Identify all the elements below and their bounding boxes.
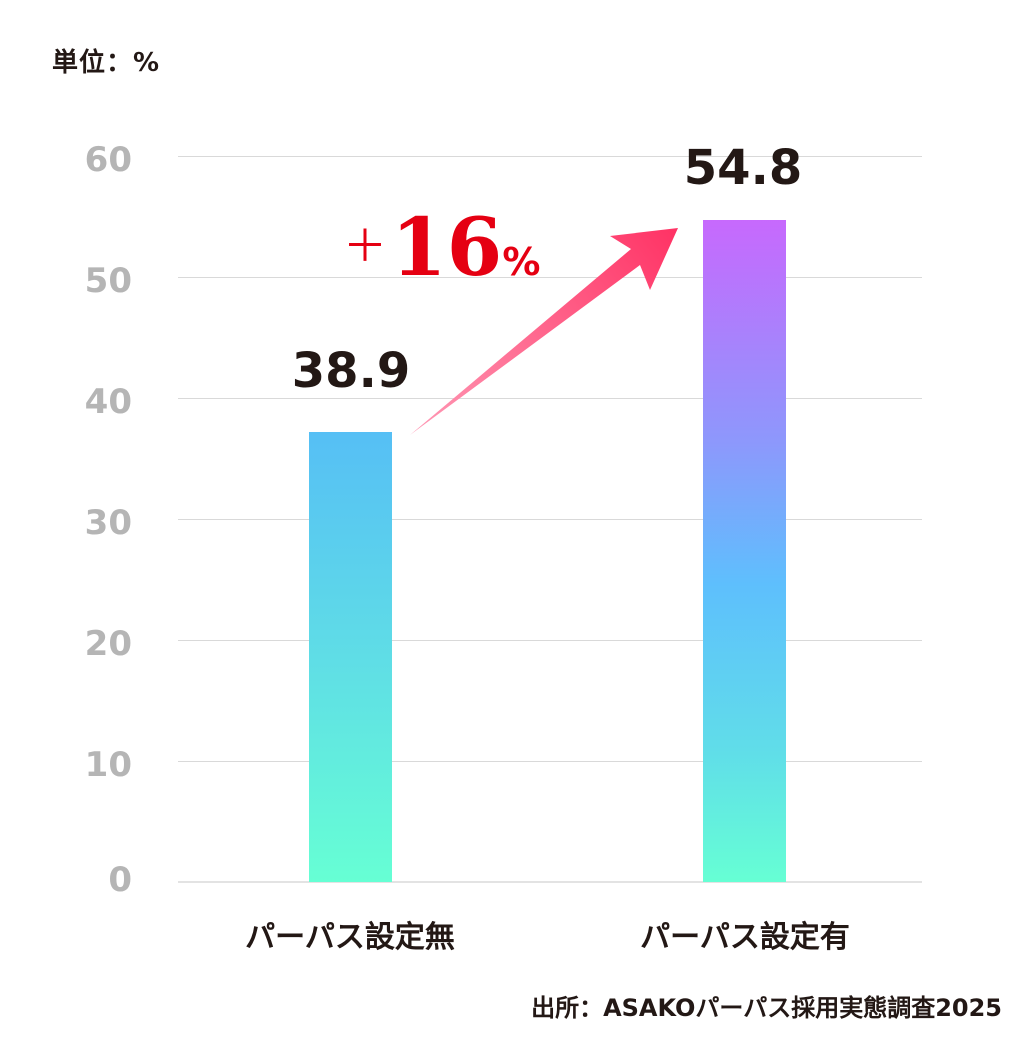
annotation-plus: ＋ <box>343 221 387 272</box>
category-label-with-purpose: パーパス設定有 <box>640 920 850 955</box>
y-tick-50: 50 <box>84 261 132 301</box>
baseline <box>178 881 922 883</box>
gridline-40 <box>178 398 922 399</box>
gridline-10 <box>178 761 922 762</box>
annotation-number: 16 <box>391 200 503 294</box>
y-tick-0: 0 <box>108 860 132 900</box>
gridline-20 <box>178 640 922 641</box>
value-label-without-purpose: 38.9 <box>291 343 411 399</box>
bar-with-purpose <box>703 220 786 882</box>
category-label-without-purpose: パーパス設定無 <box>245 920 455 955</box>
bar-without-purpose <box>309 432 392 882</box>
y-tick-20: 20 <box>84 624 132 664</box>
y-tick-40: 40 <box>84 382 132 422</box>
y-tick-30: 30 <box>84 503 132 543</box>
unit-label: 単位：% <box>52 48 161 78</box>
gridline-30 <box>178 519 922 520</box>
source-note: 出所：ASAKOパーパス採用実態調査2025 <box>531 994 1002 1022</box>
annotation-percent: % <box>502 240 541 284</box>
gridline-60 <box>178 156 922 157</box>
y-tick-60: 60 <box>84 140 132 180</box>
increase-annotation: ＋16% <box>343 200 540 294</box>
y-tick-10: 10 <box>84 745 132 785</box>
value-label-with-purpose: 54.8 <box>683 140 803 196</box>
gridline-50 <box>178 277 922 278</box>
